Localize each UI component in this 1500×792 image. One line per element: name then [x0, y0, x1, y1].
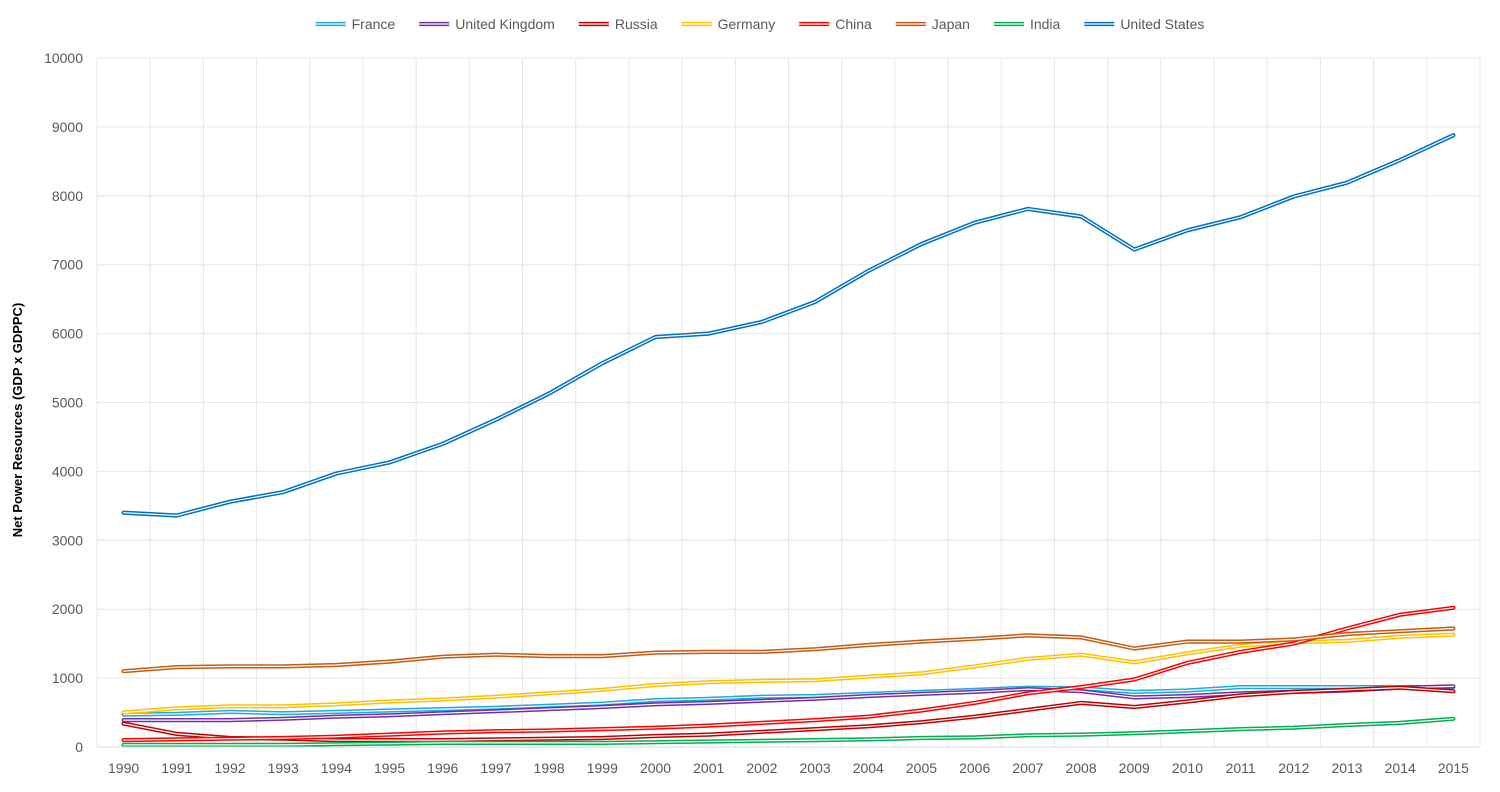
legend-item: Germany: [681, 16, 776, 32]
legend-label: Japan: [932, 16, 970, 32]
series-line-inner: [122, 607, 1455, 741]
y-tick-label: 0: [75, 739, 83, 755]
x-tick-label: 1991: [161, 760, 192, 776]
legend-item: India: [993, 16, 1061, 32]
series-line-inner: [122, 686, 1455, 716]
series-layer: [121, 133, 1456, 748]
x-tick-label: 1996: [427, 760, 458, 776]
series-line-inner: [122, 134, 1455, 517]
legend-item: United Kingdom: [419, 16, 555, 32]
series-line-inner: [122, 718, 1455, 746]
series-line-inner: [122, 685, 1455, 721]
y-tick-label: 5000: [52, 395, 83, 411]
y-axis-title: Net Power Resources (GDP x GDPPC): [10, 303, 25, 538]
series-line-france: [121, 684, 1456, 717]
y-tick-label: 1000: [52, 670, 83, 686]
series-line-inner: [122, 687, 1455, 741]
x-tick-label: 2005: [906, 760, 937, 776]
x-tick-label: 1992: [214, 760, 245, 776]
legend-label: Russia: [615, 16, 658, 32]
legend-label: France: [352, 16, 396, 32]
x-tick-label: 1995: [374, 760, 405, 776]
y-tick-label: 9000: [52, 119, 83, 135]
x-tick-label: 2013: [1331, 760, 1362, 776]
series-line-united-kingdom: [121, 684, 1456, 723]
y-tick-label: 7000: [52, 257, 83, 273]
x-tick-label: 2014: [1385, 760, 1416, 776]
grid-layer: [96, 57, 1481, 747]
x-tick-label: 2002: [746, 760, 777, 776]
x-tick-label: 2000: [640, 760, 671, 776]
x-tick-label: 2003: [800, 760, 831, 776]
legend-item: Russia: [578, 16, 658, 32]
y-tick-label: 10000: [44, 50, 83, 66]
series-line-germany: [121, 632, 1456, 715]
legend-item: China: [799, 16, 872, 32]
legend-label: Germany: [718, 16, 776, 32]
x-tick-label: 2004: [853, 760, 884, 776]
series-line-china: [121, 605, 1456, 743]
x-tick-label: 2009: [1119, 760, 1150, 776]
x-tick-label: 1994: [321, 760, 352, 776]
legend-item: Japan: [895, 16, 970, 32]
x-tick-label: 2015: [1438, 760, 1469, 776]
legend-label: United Kingdom: [455, 16, 555, 32]
x-tick-label: 2011: [1226, 760, 1256, 776]
series-line-japan: [121, 626, 1456, 674]
series-line-russia: [121, 685, 1456, 743]
x-tick-label: 1998: [534, 760, 565, 776]
x-tick-label: 2006: [959, 760, 990, 776]
x-tick-label: 2012: [1278, 760, 1309, 776]
x-tick-label: 1997: [480, 760, 511, 776]
x-tick-label: 1990: [108, 760, 139, 776]
legend-label: United States: [1120, 16, 1204, 32]
y-tick-label: 4000: [52, 463, 83, 479]
y-tick-label: 8000: [52, 188, 83, 204]
legend-label: China: [835, 16, 872, 32]
x-tick-label: 2010: [1172, 760, 1203, 776]
axis-layer: 0 1000 2000 3000 4000 5000 6000 7000 8000 9000 100…: [44, 50, 1480, 776]
series-line-united-states: [121, 133, 1456, 518]
series-line-india: [121, 716, 1456, 748]
y-tick-label: 3000: [52, 532, 83, 548]
legend-item: France: [315, 16, 396, 32]
series-line-inner: [122, 634, 1455, 714]
legend-label: India: [1030, 16, 1061, 32]
x-tick-label: 2001: [693, 760, 724, 776]
y-tick-label: 2000: [52, 601, 83, 617]
series-line-inner: [122, 627, 1455, 672]
legend-item: United States: [1084, 16, 1204, 32]
x-tick-label: 2008: [1065, 760, 1096, 776]
y-tick-label: 6000: [52, 326, 83, 342]
x-tick-label: 1993: [268, 760, 299, 776]
legend: France United Kingdom Russia Germany China Ja…: [315, 16, 1204, 32]
x-tick-label: 1999: [587, 760, 618, 776]
x-tick-label: 2007: [1012, 760, 1043, 776]
